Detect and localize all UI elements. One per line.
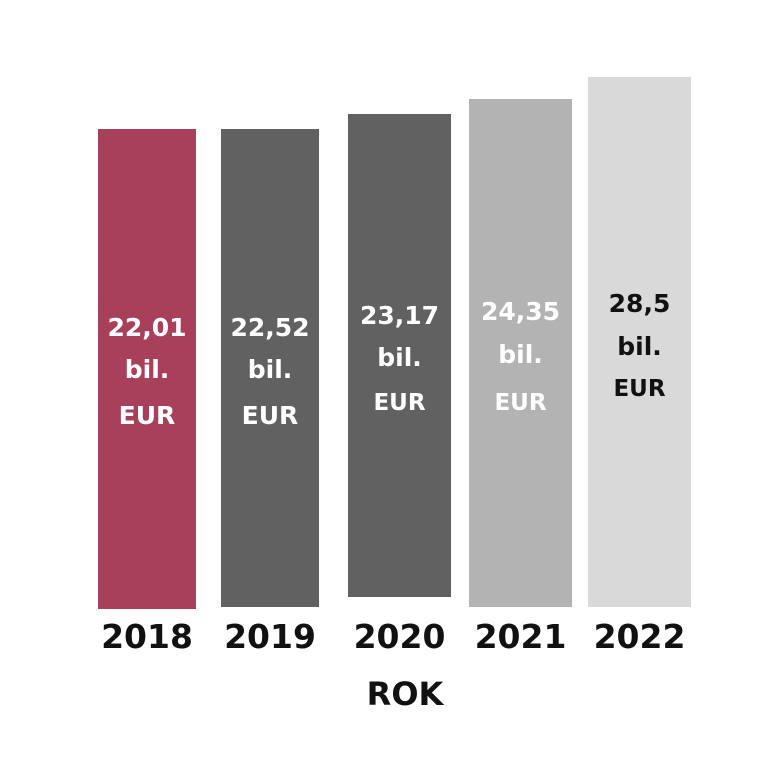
data-label-value: 28,5: [609, 289, 671, 318]
data-label-currency: EUR: [613, 376, 665, 402]
bar-2021: [469, 99, 572, 607]
x-tick-label: 2021: [475, 617, 567, 656]
data-label-unit: bil.: [248, 355, 293, 384]
data-label-value: 24,35: [481, 297, 560, 326]
bar-2022: [588, 77, 691, 607]
x-tick-label: 2018: [101, 617, 193, 656]
data-label-value: 22,52: [230, 313, 309, 342]
bar-2020: [348, 114, 451, 597]
x-tick-label: 2019: [224, 617, 316, 656]
data-label-currency: EUR: [494, 390, 546, 416]
data-label-value: 22,01: [107, 313, 186, 342]
bar-2019: [221, 129, 319, 607]
data-label-unit: bil.: [125, 355, 170, 384]
data-label-unit: bil.: [617, 332, 662, 361]
data-label-unit: bil.: [498, 340, 543, 369]
x-axis-label: ROK: [367, 675, 445, 713]
data-label-currency: EUR: [119, 401, 176, 430]
bar-2018: [98, 129, 196, 609]
x-tick-label: 2022: [594, 617, 686, 656]
data-label-currency: EUR: [242, 401, 299, 430]
x-tick-label: 2020: [354, 617, 446, 656]
data-label-value: 23,17: [360, 301, 439, 330]
data-label-unit: bil.: [377, 343, 422, 372]
data-label-currency: EUR: [373, 390, 425, 416]
